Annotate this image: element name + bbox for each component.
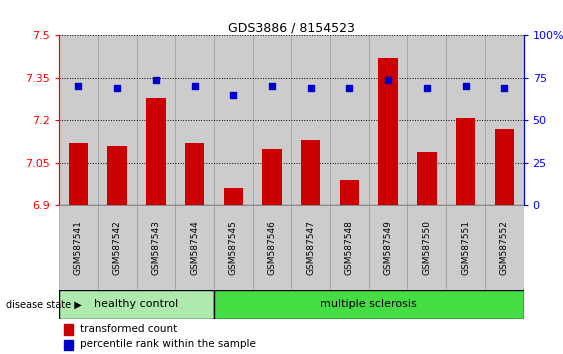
Bar [292,35,330,205]
Text: GSM587544: GSM587544 [190,221,199,275]
Bar [214,205,253,290]
Point [190,84,199,89]
Bar [136,35,175,205]
Text: healthy control: healthy control [95,299,178,309]
Bar [185,143,204,205]
Bar [108,146,127,205]
Bar [369,205,408,290]
Bar [214,290,524,319]
Text: GSM587550: GSM587550 [422,220,431,275]
Bar [214,35,253,205]
Bar [339,180,359,205]
Point [345,85,354,91]
Title: GDS3886 / 8154523: GDS3886 / 8154523 [228,21,355,34]
Bar [301,140,320,205]
Text: GSM587551: GSM587551 [461,220,470,275]
Text: multiple sclerosis: multiple sclerosis [320,299,417,309]
Point [229,92,238,98]
Text: GSM587548: GSM587548 [345,220,354,275]
Bar [175,35,214,205]
Bar [175,205,214,290]
Text: GSM587543: GSM587543 [151,220,160,275]
Point [151,77,160,82]
Text: GSM587546: GSM587546 [267,220,276,275]
Bar [446,205,485,290]
Bar [64,340,73,350]
Bar [98,35,136,205]
Text: percentile rank within the sample: percentile rank within the sample [80,339,256,349]
Bar [456,118,475,205]
Point [383,77,392,82]
Point [267,84,276,89]
Bar [59,205,98,290]
Point [74,84,83,89]
Bar [417,152,436,205]
Bar [446,35,485,205]
Point [422,85,431,91]
Bar [485,35,524,205]
Text: GSM587542: GSM587542 [113,221,122,275]
Bar [98,205,136,290]
Point [306,85,315,91]
Bar [330,205,369,290]
Text: transformed count: transformed count [80,324,177,333]
Point [461,84,470,89]
Bar [146,98,166,205]
Point [500,85,509,91]
Bar [224,188,243,205]
Point [113,85,122,91]
Bar [262,149,282,205]
Bar [369,35,408,205]
Text: GSM587552: GSM587552 [500,220,509,275]
Text: GSM587541: GSM587541 [74,220,83,275]
Bar [136,205,175,290]
Text: GSM587549: GSM587549 [383,220,392,275]
Bar [59,290,214,319]
Bar [292,205,330,290]
Bar [330,35,369,205]
Bar [253,35,292,205]
Text: disease state ▶: disease state ▶ [6,299,82,309]
Text: GSM587547: GSM587547 [306,220,315,275]
Bar [69,143,88,205]
Bar [59,35,98,205]
Bar [64,324,73,335]
Bar [408,205,446,290]
Text: GSM587545: GSM587545 [229,220,238,275]
Bar [408,35,446,205]
Bar [378,58,398,205]
Bar [494,129,514,205]
Bar [253,205,292,290]
Bar [485,205,524,290]
